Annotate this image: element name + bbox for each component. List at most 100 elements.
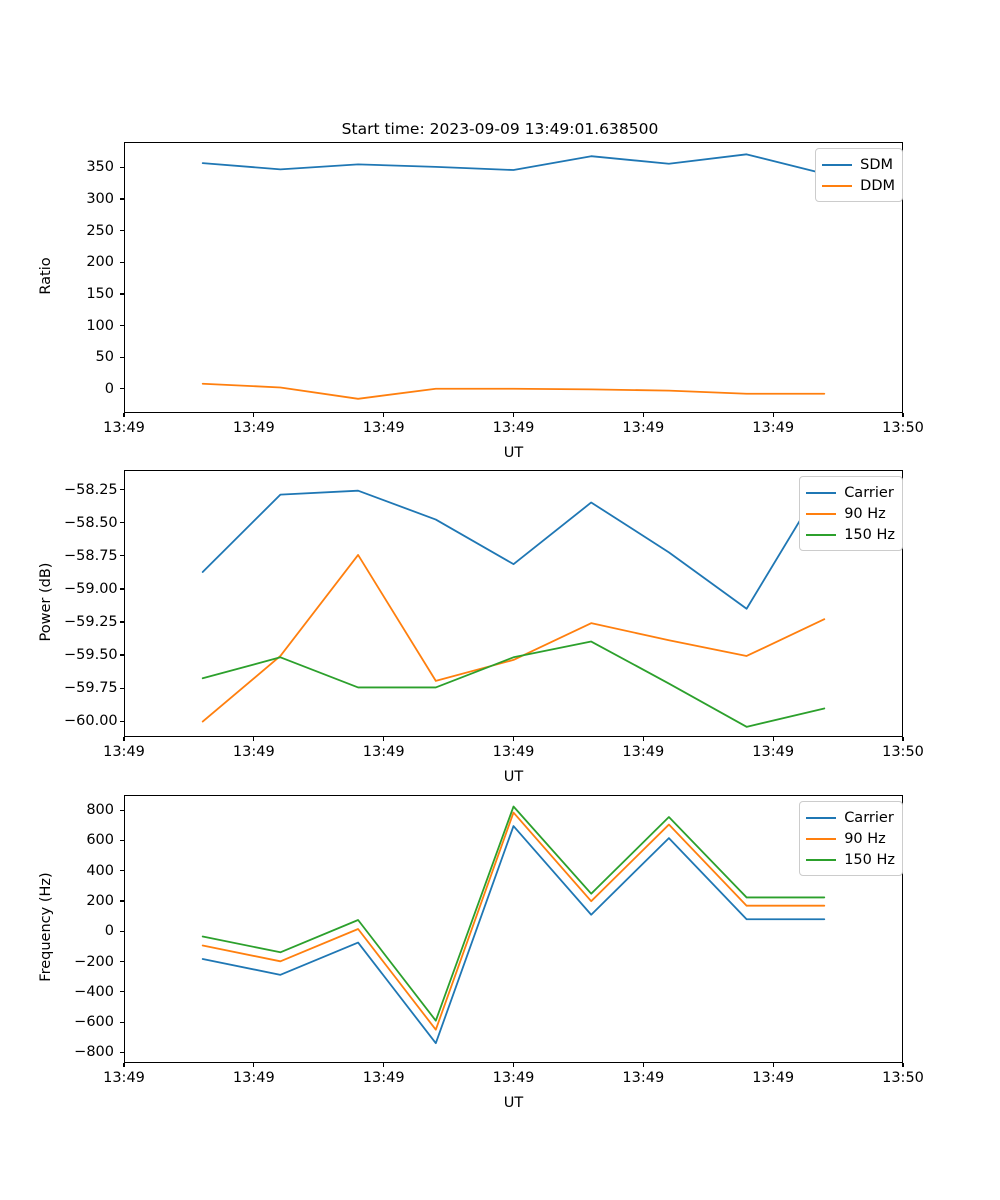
y-tick-mark (120, 720, 124, 722)
x-tick-mark (512, 413, 515, 417)
x-tick-label: 13:49 (752, 420, 795, 436)
y-tick-mark (120, 1051, 124, 1053)
y-tick-mark (120, 166, 124, 168)
legend-entry-label: 150 Hz (844, 851, 895, 868)
y-tick-mark (120, 687, 124, 689)
y-tick-label: −60.00 (64, 713, 118, 730)
legend-entry[interactable]: 150 Hz (806, 524, 895, 545)
x-tick-mark (253, 413, 255, 417)
x-tick-mark (772, 413, 774, 417)
legend-color-swatch (806, 858, 837, 861)
y-tick-label: −59.00 (64, 580, 118, 597)
data-line-carrier (203, 480, 825, 609)
power-legend[interactable]: Carrier 90 Hz 150 Hz (799, 476, 903, 551)
power-x-axis-label: UT (503, 769, 524, 785)
x-tick-mark (512, 737, 515, 741)
y-tick-label: 600 (86, 832, 114, 849)
x-tick-label: 13:49 (492, 420, 535, 436)
x-tick-mark (772, 737, 774, 741)
x-tick-label: 13:49 (232, 420, 275, 436)
y-tick-mark (120, 261, 124, 263)
x-tick-mark (642, 413, 644, 417)
y-tick-label: 200 (86, 254, 114, 271)
x-tick-mark (642, 1063, 644, 1067)
y-tick-label: −800 (74, 1044, 114, 1061)
y-tick-label: −58.25 (64, 481, 118, 498)
x-tick-mark (123, 1063, 125, 1067)
legend-entry-label: DDM (860, 177, 895, 194)
x-tick-label: 13:49 (362, 744, 405, 760)
legend-entry[interactable]: Carrier (806, 482, 895, 503)
x-tick-label: 13:49 (752, 744, 795, 760)
legend-entry[interactable]: 150 Hz (806, 849, 895, 870)
x-tick-mark (383, 1063, 385, 1067)
y-tick-mark (120, 388, 124, 390)
legend-entry[interactable]: DDM (822, 175, 895, 196)
y-tick-label: 50 (95, 349, 114, 366)
x-tick-label: 13:49 (103, 1070, 145, 1086)
y-tick-mark (120, 809, 124, 811)
x-tick-label: 13:49 (232, 1070, 275, 1086)
x-tick-label: 13:49 (103, 420, 145, 436)
frequency-legend[interactable]: Carrier 90 Hz 150 Hz (799, 801, 903, 876)
legend-entry-label: Carrier (844, 809, 894, 826)
y-tick-label: −400 (74, 983, 114, 1000)
x-tick-label: 13:50 (882, 1070, 924, 1086)
legend-entry-label: Carrier (844, 484, 894, 501)
y-tick-mark (120, 930, 124, 932)
x-tick-mark (123, 737, 125, 741)
x-tick-mark (383, 413, 385, 417)
y-tick-label: −59.75 (64, 680, 118, 697)
y-tick-mark (120, 325, 124, 327)
x-tick-label: 13:49 (622, 420, 665, 436)
legend-color-swatch (822, 184, 853, 187)
x-tick-mark (512, 1063, 515, 1067)
legend-entry[interactable]: 90 Hz (806, 828, 895, 849)
power-plot-axes (124, 470, 903, 737)
y-tick-label: 350 (86, 159, 114, 176)
legend-entry-label: 150 Hz (844, 526, 895, 543)
legend-entry-label: 90 Hz (844, 830, 886, 847)
y-tick-mark (120, 900, 124, 902)
y-tick-label: 0 (104, 923, 114, 940)
x-tick-mark (642, 737, 644, 741)
y-tick-mark (120, 522, 124, 524)
x-tick-mark (253, 737, 255, 741)
legend-color-swatch (822, 163, 853, 166)
legend-entry[interactable]: SDM (822, 154, 895, 175)
y-tick-mark (120, 621, 124, 623)
ratio-plot-axes (124, 142, 903, 413)
x-tick-label: 13:50 (882, 420, 924, 436)
x-tick-label: 13:49 (362, 420, 405, 436)
y-tick-mark (120, 555, 124, 557)
x-tick-mark (902, 413, 904, 417)
power-y-axis-label: Power (dB) (38, 562, 54, 641)
legend-entry-label: SDM (860, 156, 894, 173)
y-tick-mark (120, 1021, 124, 1023)
x-tick-label: 13:49 (752, 1070, 795, 1086)
ratio-x-axis-label: UT (503, 445, 524, 461)
x-tick-label: 13:49 (103, 744, 145, 760)
ratio-legend[interactable]: SDM DDM (815, 148, 903, 202)
y-tick-mark (120, 356, 124, 358)
legend-color-swatch (806, 837, 837, 840)
y-tick-label: −58.75 (64, 547, 118, 564)
y-tick-mark (120, 870, 124, 872)
y-tick-mark (120, 839, 124, 841)
legend-entry[interactable]: 90 Hz (806, 503, 895, 524)
x-tick-label: 13:49 (622, 744, 665, 760)
x-tick-label: 13:49 (362, 1070, 405, 1086)
legend-color-swatch (806, 512, 837, 515)
x-tick-label: 13:50 (882, 744, 924, 760)
legend-entry[interactable]: Carrier (806, 807, 895, 828)
y-tick-label: 200 (86, 892, 114, 909)
legend-color-swatch (806, 491, 837, 494)
y-tick-mark (120, 489, 124, 491)
y-tick-label: −200 (74, 953, 114, 970)
frequency-plot-lines (125, 796, 902, 1062)
frequency-y-axis-label: Frequency (Hz) (38, 872, 54, 982)
data-line-90-hz (203, 555, 825, 722)
y-tick-mark (120, 293, 124, 295)
y-tick-mark (120, 991, 124, 993)
ratio-plot-lines (125, 143, 902, 412)
